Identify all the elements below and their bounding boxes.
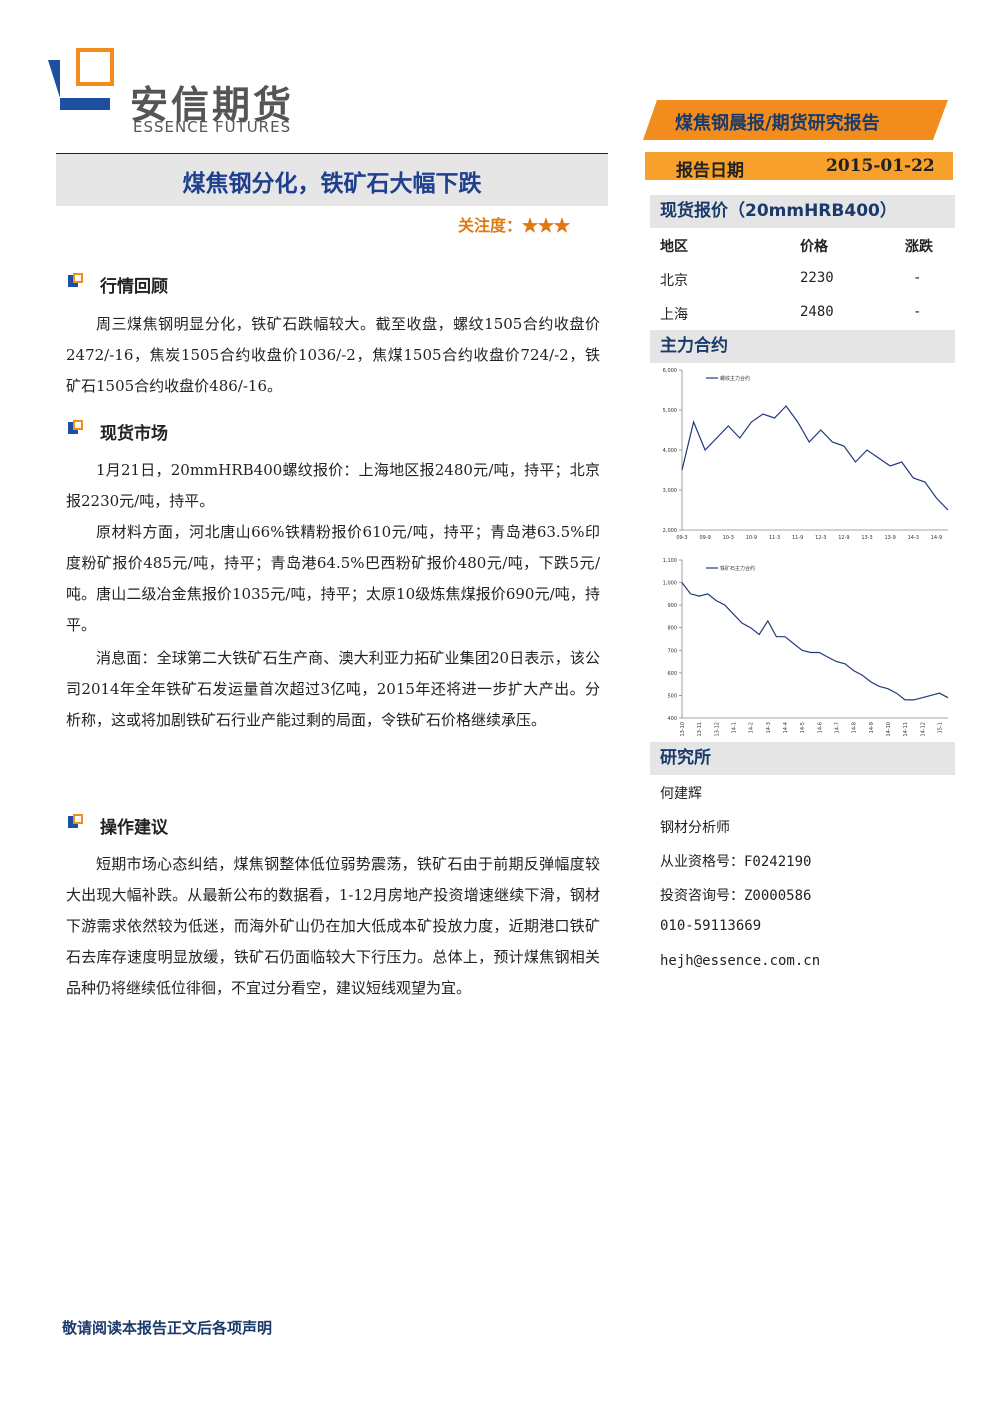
paragraph: 周三煤焦钢明显分化，铁矿石跌幅较大。截至收盘，螺纹1505合约收盘价2472/-… (66, 315, 600, 395)
research-line: hejh@essence.com.cn (660, 953, 821, 969)
x-tick-label: 14-9 (869, 722, 875, 733)
x-tick-label: 13-3 (861, 535, 872, 541)
legend-label: 铁矿石主力合约 (720, 565, 755, 572)
x-tick-label: 15-1 (937, 722, 943, 733)
x-tick-label: 14-3 (766, 722, 772, 733)
table-header: 涨跌 (905, 239, 933, 255)
x-tick-label: 14-1 (731, 722, 737, 733)
x-tick-label: 09-9 (699, 535, 710, 541)
x-tick-label: 11-3 (769, 535, 780, 541)
y-tick-label: 5,000 (663, 408, 677, 414)
line-series (681, 405, 949, 511)
y-tick-label: 700 (667, 648, 677, 654)
research-heading: 研究所 (650, 742, 955, 775)
x-tick-label: 10-3 (723, 535, 734, 541)
paragraph: 原材料方面，河北唐山66%铁精粉报价610元/吨，持平；青岛港63.5%印度粉矿… (66, 523, 600, 634)
table-header: 价格 (800, 239, 828, 255)
legend-label: 螺纹主力合约 (720, 375, 750, 382)
date-bar (645, 152, 953, 180)
section-icon (68, 273, 83, 287)
table-cell: - (913, 304, 922, 320)
title-box (56, 153, 608, 206)
x-tick-label: 12-9 (838, 535, 849, 541)
company: 安信期货 (130, 83, 295, 127)
logo-icon (48, 48, 114, 110)
table-header: 地区 (660, 239, 688, 255)
table-cell: 2230 (800, 270, 834, 286)
chart: 2,000 3,000 4,000 5,000 6,000 09-3 09-9 10-3 10-… (663, 368, 949, 541)
y-tick-label: 4,000 (663, 448, 677, 454)
y-tick-label: 1,000 (663, 581, 677, 587)
report-banner (643, 100, 948, 140)
y-tick-label: 400 (667, 716, 677, 722)
x-tick-label: 14-10 (886, 722, 892, 737)
x-tick-label: 13-11 (697, 722, 703, 737)
y-tick-label: 6,000 (663, 368, 677, 374)
y-tick-label: 500 (667, 693, 677, 699)
table-cell: - (913, 270, 922, 286)
paragraph: 短期市场心态纠结，煤焦钢整体低位弱势震荡，铁矿石由于前期反弹幅度较大出现大幅补跌… (66, 855, 600, 997)
date-label: 报告日期 (676, 161, 744, 181)
x-tick-label: 14-5 (800, 722, 806, 733)
x-tick-label: 12-3 (815, 535, 826, 541)
research-line: 从业资格号：F0242190 (660, 854, 812, 870)
chart: 400 500 600 700 800 900 1,000 1,100 13-10 13-11 13… (663, 558, 949, 737)
x-tick-label: 14-7 (834, 722, 840, 733)
company-en: ESSENCE FUTURES (133, 118, 292, 136)
research-line: 何建辉 (660, 786, 702, 802)
section-heading: 行情回顾 (100, 277, 168, 297)
x-tick-label: 14-6 (817, 722, 823, 733)
spot-heading: 现货报价（20mmHRB400） (650, 195, 955, 228)
section-heading: 现货市场 (100, 424, 168, 444)
section-icon (68, 420, 83, 434)
table-cell: 北京 (660, 273, 688, 289)
y-tick-label: 900 (667, 603, 677, 609)
paragraph: 消息面：全球第二大铁矿石生产商、澳大利亚力拓矿业集团20日表示，该公司2014年… (66, 649, 600, 729)
research-line: 钢材分析师 (660, 820, 730, 836)
footer: 敬请阅读本报告正文后各项声明 (62, 1319, 273, 1337)
title: 煤焦钢分化，铁矿石大幅下跌 (182, 170, 482, 197)
section-heading: 操作建议 (100, 818, 168, 838)
x-tick-label: 14-4 (783, 722, 789, 733)
x-tick-label: 14-2 (749, 722, 755, 733)
line-series (681, 582, 949, 701)
research-line: 投资咨询号：Z0000586 (660, 888, 812, 904)
research-line: 010-59113669 (660, 918, 762, 934)
y-tick-label: 3,000 (663, 488, 677, 494)
x-tick-label: 14-11 (903, 722, 909, 737)
x-tick-label: 14-8 (852, 722, 858, 733)
y-tick-label: 1,100 (663, 558, 677, 564)
table-cell: 2480 (800, 304, 834, 320)
x-tick-label: 11-9 (792, 535, 803, 541)
contract-heading: 主力合约 (650, 330, 955, 363)
y-tick-label: 2,000 (663, 528, 677, 534)
table-cell: 上海 (660, 307, 688, 323)
x-tick-label: 13-10 (680, 722, 686, 737)
date: 2015-01-22 (826, 156, 935, 176)
x-tick-label: 13-12 (714, 722, 720, 737)
x-tick-label: 13-9 (884, 535, 895, 541)
paragraph: 1月21日，20mmHRB400螺纹报价：上海地区报2480元/吨，持平；北京报… (66, 461, 600, 510)
y-tick-label: 600 (667, 671, 677, 677)
x-tick-label: 09-3 (676, 535, 687, 541)
attention: 关注度：★★★ (458, 216, 571, 235)
x-tick-label: 14-12 (920, 722, 926, 737)
section-icon (68, 814, 83, 828)
x-tick-label: 14-3 (908, 535, 919, 541)
report-type: 煤焦钢晨报/期货研究报告 (675, 113, 880, 134)
y-tick-label: 800 (667, 626, 677, 632)
x-tick-label: 14-9 (931, 535, 942, 541)
x-tick-label: 10-9 (746, 535, 757, 541)
